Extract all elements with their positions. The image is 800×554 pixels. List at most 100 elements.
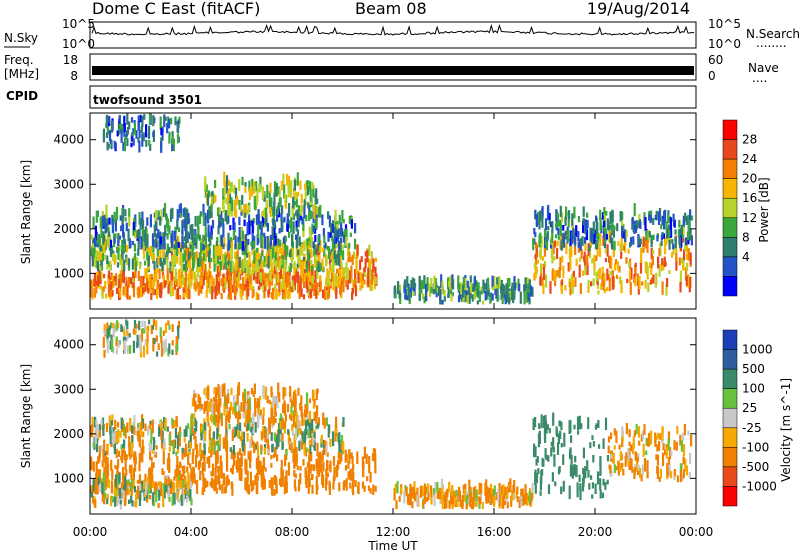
heatmap-cell bbox=[207, 416, 210, 423]
heatmap-cell bbox=[115, 336, 118, 342]
heatmap-cell bbox=[116, 495, 120, 504]
heatmap-cell bbox=[308, 226, 311, 235]
heatmap-cell bbox=[177, 432, 180, 438]
heatmap-cell bbox=[628, 429, 631, 438]
heatmap-cell bbox=[541, 469, 544, 476]
heatmap-cell bbox=[587, 279, 590, 290]
heatmap-cell bbox=[227, 250, 230, 264]
heatmap-cell bbox=[143, 229, 146, 234]
heatmap-cell bbox=[508, 277, 511, 287]
heatmap-cell bbox=[233, 184, 236, 194]
heatmap-cell bbox=[490, 487, 493, 495]
heatmap-cell bbox=[178, 436, 181, 447]
heatmap-cell bbox=[352, 251, 356, 260]
heatmap-cell bbox=[621, 211, 624, 221]
heatmap-cell bbox=[534, 253, 538, 266]
heatmap-cell bbox=[491, 275, 494, 289]
heatmap-cell bbox=[110, 334, 113, 342]
heatmap-cell bbox=[359, 259, 362, 271]
heatmap-cell bbox=[119, 500, 122, 510]
heatmap-cell bbox=[332, 280, 335, 291]
heatmap-cell bbox=[309, 444, 312, 454]
heatmap-cell bbox=[206, 193, 209, 206]
heatmap-cell bbox=[128, 216, 131, 227]
heatmap-cell bbox=[374, 485, 377, 492]
heatmap-cell bbox=[345, 280, 348, 288]
heatmap-cell bbox=[188, 451, 191, 456]
heatmap-cell bbox=[159, 236, 162, 245]
heatmap-cell bbox=[300, 244, 303, 253]
heatmap-cell bbox=[125, 469, 128, 476]
heatmap-cell bbox=[194, 454, 198, 468]
heatmap-cell bbox=[153, 482, 156, 494]
heatmap-cell bbox=[466, 280, 469, 288]
heatmap-cell bbox=[556, 247, 559, 259]
heatmap-cell bbox=[163, 202, 167, 217]
heatmap-cell bbox=[97, 276, 100, 286]
heatmap-cell bbox=[338, 214, 341, 225]
heatmap-cell bbox=[334, 275, 338, 287]
heatmap-cell bbox=[420, 280, 423, 294]
heatmap-cell bbox=[680, 224, 683, 236]
heatmap-cell bbox=[174, 469, 177, 478]
heatmap-cell bbox=[172, 442, 175, 452]
heatmap-cell bbox=[234, 235, 237, 249]
heatmap-cell bbox=[231, 464, 234, 473]
heatmap-cell bbox=[465, 290, 468, 296]
heatmap-cell bbox=[416, 494, 419, 507]
heatmap-cell bbox=[189, 493, 192, 499]
heatmap-cell bbox=[144, 339, 147, 346]
heatmap-cell bbox=[607, 221, 610, 228]
heatmap-cell bbox=[294, 428, 298, 441]
heatmap-cell bbox=[241, 230, 244, 240]
heatmap-cell bbox=[141, 219, 145, 229]
heatmap-cell bbox=[141, 115, 144, 128]
heatmap-cell bbox=[458, 284, 461, 290]
heatmap-cell bbox=[608, 277, 611, 292]
heatmap-cell bbox=[432, 288, 435, 295]
heatmap-cell bbox=[169, 482, 172, 488]
heatmap-cell bbox=[545, 454, 548, 461]
heatmap-cell bbox=[271, 443, 274, 453]
heatmap-cell bbox=[342, 281, 345, 293]
heatmap-cell bbox=[92, 495, 95, 504]
heatmap-cell bbox=[407, 283, 410, 290]
heatmap-cell bbox=[229, 237, 232, 242]
heatmap-cell bbox=[475, 280, 478, 290]
heatmap-cell bbox=[679, 434, 682, 446]
heatmap-cell bbox=[485, 479, 488, 492]
heatmap-cell bbox=[162, 274, 165, 279]
cpid-panel bbox=[89, 85, 697, 109]
heatmap-cell bbox=[287, 205, 291, 217]
heatmap-cell bbox=[130, 485, 133, 490]
heatmap-cell bbox=[315, 188, 318, 202]
heatmap-cell bbox=[181, 229, 184, 240]
heatmap-cell bbox=[310, 253, 313, 258]
heatmap-cell bbox=[324, 242, 327, 249]
heatmap-cell bbox=[147, 267, 150, 273]
heatmap-cell bbox=[554, 481, 557, 487]
heatmap-cell bbox=[429, 283, 432, 297]
heatmap-cell bbox=[130, 475, 133, 481]
heatmap-cell bbox=[182, 292, 185, 298]
heatmap-cell bbox=[182, 487, 185, 502]
heatmap-cell bbox=[411, 486, 414, 497]
heatmap-cell bbox=[223, 237, 226, 247]
heatmap-cell bbox=[359, 271, 362, 284]
heatmap-cell bbox=[170, 488, 173, 494]
heatmap-cell bbox=[345, 236, 348, 247]
heatmap-cell bbox=[226, 459, 229, 472]
heatmap-cell bbox=[352, 482, 355, 496]
heatmap-cell bbox=[338, 432, 341, 446]
heatmap-cell bbox=[295, 179, 298, 186]
heatmap-cell bbox=[322, 461, 325, 472]
heatmap-cell bbox=[662, 261, 665, 270]
heatmap-cell bbox=[308, 271, 311, 279]
heatmap-cell bbox=[634, 262, 637, 267]
heatmap-cell bbox=[132, 467, 135, 481]
heatmap-cell bbox=[229, 225, 232, 231]
heatmap-cell bbox=[157, 229, 160, 239]
heatmap-cell bbox=[120, 259, 123, 271]
heatmap-cell bbox=[152, 337, 155, 352]
heatmap-cell bbox=[181, 465, 184, 472]
